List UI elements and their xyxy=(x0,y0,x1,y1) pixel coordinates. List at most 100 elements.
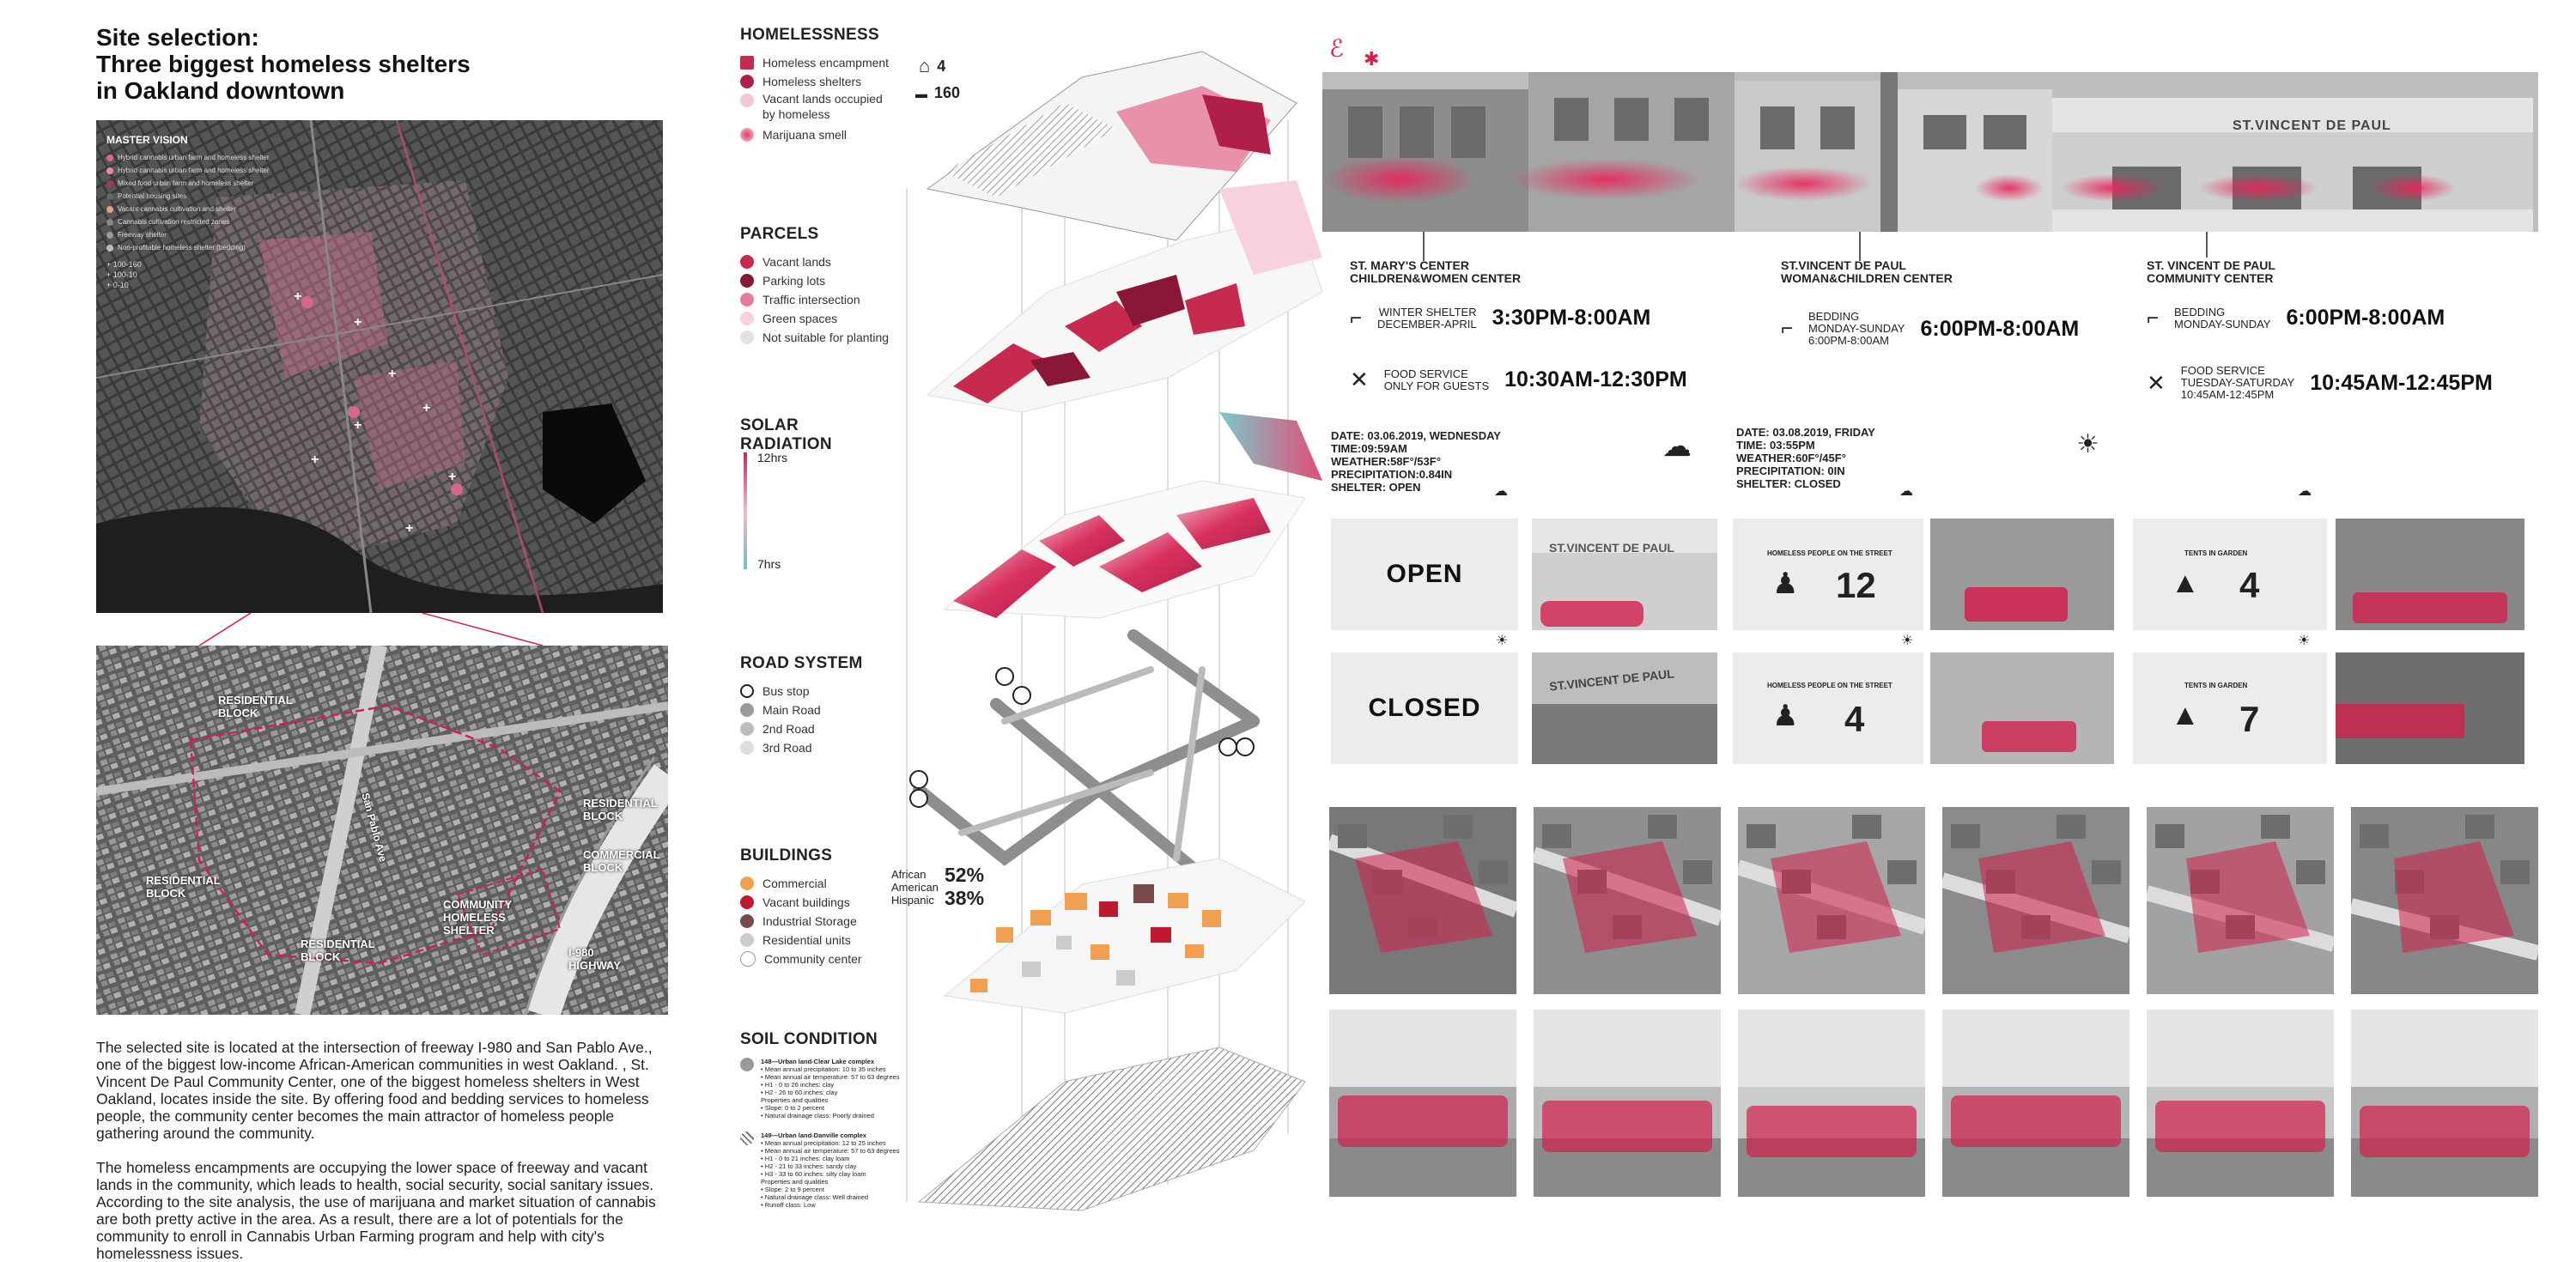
people-rain-card: HOMELESS PEOPLE ON THE STREET ♟ 12 xyxy=(1733,519,1923,630)
soil-legend: SOIL CONDITION 148—Urban land-Clear Lake… xyxy=(740,1030,900,1209)
master-vision-item: Potential housing sites xyxy=(106,190,278,203)
legend-item: Bus stop xyxy=(740,682,863,701)
storefront-panorama: ST.VINCENT DE PAUL xyxy=(1322,72,2538,232)
master-vision-legend: MASTER VISION Hybrid cannabis urban farm… xyxy=(106,134,278,290)
tents-rain-card: TENTS IN GARDEN ▲ 4 xyxy=(2133,519,2327,630)
svg-text:+: + xyxy=(405,521,413,536)
parcels-legend: PARCELS Vacant lands Parking lots Traffic … xyxy=(740,225,889,347)
people-sun-card: HOMELESS PEOPLE ON THE STREET ♟ 4 xyxy=(1733,652,1923,764)
status-closed-card: CLOSED xyxy=(1331,652,1518,764)
label-residential-w: RESIDENTIAL BLOCK xyxy=(146,874,221,900)
demographics: African American Hispanic 52% 38% xyxy=(891,864,985,909)
legend-item: Community center xyxy=(740,950,862,968)
legend-item: Not suitable for planting xyxy=(740,328,889,347)
bed-icon: ⌐ xyxy=(2147,306,2160,330)
legend-item: Residential units xyxy=(740,931,862,950)
legend-item: Vacant buildings xyxy=(740,893,862,912)
legend-item: 3rd Road xyxy=(740,738,863,757)
photo-street-rain xyxy=(1930,519,2114,630)
label-residential-nw: RESIDENTIAL BLOCK xyxy=(218,694,293,719)
site-photo xyxy=(1942,807,2129,994)
svg-text:+: + xyxy=(388,367,396,381)
site-photo xyxy=(1738,1010,1925,1197)
site-description: The selected site is located at the inte… xyxy=(96,1039,656,1262)
legend-item: Industrial Storage xyxy=(740,912,862,931)
weather-sun: DATE: 03.08.2019, FRIDAY TIME: 03:55PM W… xyxy=(1736,426,1875,490)
legend-swatch xyxy=(740,255,754,269)
master-vision-item: Non-profitable homeless shelter (bedding… xyxy=(106,241,278,254)
master-vision-item: Hybrid cannabis urban farm and homeless … xyxy=(106,151,278,164)
bed-icon: ⌐ xyxy=(1350,306,1363,330)
master-vision-item: Freeway shelter xyxy=(106,228,278,241)
small-cloud-icon: ☁ xyxy=(2298,484,2312,499)
buildings-legend: BUILDINGS Commercial Vacant buildings Indu… xyxy=(740,846,862,968)
svg-text:+: + xyxy=(294,289,301,304)
solar-legend: SOLAR RADIATION 12hrs 7hrs xyxy=(740,416,832,571)
small-sun-icon: ☀ xyxy=(2298,634,2311,648)
svg-text:+: + xyxy=(422,401,430,416)
shelter-pointers xyxy=(1423,232,2208,261)
utensils-icon: ✕ xyxy=(2147,369,2166,396)
shelter-info-2: ST.VINCENT DE PAUL WOMAN&CHILDREN CENTER… xyxy=(1781,259,2159,347)
house-icon: ⌂ xyxy=(919,55,931,76)
photo-freeway-sun xyxy=(2336,652,2524,764)
storefront-sign: ST.VINCENT DE PAUL xyxy=(2233,118,2391,133)
encampment-count: ▬ 160 xyxy=(915,84,961,101)
site-photo xyxy=(2147,807,2334,994)
master-vision-item: Cannabis cultivation restricted zones xyxy=(106,215,278,228)
label-residential-e: RESIDENTIAL BLOCK xyxy=(583,797,658,822)
legend-item: Homeless shelters xyxy=(740,72,891,91)
legend-item: Commercial xyxy=(740,874,862,893)
tent-icon: ▲ xyxy=(2171,567,2200,599)
shelter-info-3: ST. VINCENT DE PAUL COMMUNITY CENTER ⌐ B… xyxy=(2147,259,2542,401)
master-vision-item: Hybrid cannabis urban farm and homeless … xyxy=(106,164,278,177)
legend-swatch xyxy=(740,895,754,909)
road-legend: ROAD SYSTEM Bus stop Main Road 2nd Road … xyxy=(740,654,863,757)
site-photo xyxy=(2147,1010,2334,1197)
master-vision-item: Vacant cannabis cultivation and shelter xyxy=(106,203,278,215)
svg-text:+: + xyxy=(354,315,361,330)
label-residential-s: RESIDENTIAL BLOCK xyxy=(301,937,375,963)
sun-icon: ☀ xyxy=(2076,430,2099,458)
layer-stack-diagram xyxy=(906,51,1323,1211)
legend-swatch xyxy=(740,933,754,947)
sleeping-person-icon: ▬ xyxy=(915,86,927,100)
legend-item: Marijuana smell xyxy=(740,125,891,144)
site-photo xyxy=(1942,1010,2129,1197)
label-highway: I-980 HIGHWAY xyxy=(568,946,621,972)
shelter-name: ST. VINCENT DE PAUL COMMUNITY CENTER xyxy=(2147,258,2275,285)
master-vision-item: Mixed food urban farm and homeless shelt… xyxy=(106,177,278,190)
site-photo xyxy=(1329,1010,1516,1197)
page-title: Site selection: Three biggest homeless s… xyxy=(96,24,471,104)
zoom-connector xyxy=(198,613,544,646)
master-vision-map: + + + + + + + + MASTER VISION Hybrid cannabis… xyxy=(96,120,663,613)
legend-swatch xyxy=(740,331,754,344)
label-community-shelter: COMMUNITY HOMELESS SHELTER xyxy=(443,898,512,937)
solar-gradient-bar xyxy=(744,452,747,569)
photo-sign-closed: ST.VINCENT DE PAUL xyxy=(1532,652,1717,764)
legend-swatch xyxy=(740,951,756,967)
master-vision-map-graphic: + + + + + + + + xyxy=(96,120,663,613)
site-photo xyxy=(1738,807,1925,994)
shelter-name: ST. MARY'S CENTER CHILDREN&WOMEN CENTER xyxy=(1350,258,1522,285)
site-photo xyxy=(1329,807,1516,994)
aerial-site-map: RESIDENTIAL BLOCK RESIDENTIAL BLOCK COMM… xyxy=(96,646,668,1015)
svg-text:+: + xyxy=(448,470,456,484)
site-photo xyxy=(2351,1010,2538,1197)
rain-cloud-icon: ☁ xyxy=(1662,430,1692,463)
shelter-info-1: ST. MARY'S CENTER CHILDREN&WOMEN CENTER … xyxy=(1350,259,1745,393)
legend-swatch xyxy=(740,312,754,325)
site-photo xyxy=(2351,807,2538,994)
weather-rain: DATE: 03.06.2019, WEDNESDAY TIME:09:59AM… xyxy=(1331,429,1501,494)
legend-item: Traffic intersection xyxy=(740,290,889,309)
legend-swatch xyxy=(740,293,754,306)
small-cloud-icon: ☁ xyxy=(1899,484,1913,499)
photo-freeway-rain xyxy=(2336,519,2524,630)
small-sun-icon: ☀ xyxy=(1901,634,1914,648)
svg-text:+: + xyxy=(354,418,361,433)
small-sun-icon: ☀ xyxy=(1496,634,1509,648)
site-photo xyxy=(1534,807,1721,994)
tent-icon: ▲ xyxy=(2171,699,2200,731)
shelter-name: ST.VINCENT DE PAUL WOMAN&CHILDREN CENTER xyxy=(1781,258,1953,285)
legend-swatch xyxy=(740,914,754,928)
